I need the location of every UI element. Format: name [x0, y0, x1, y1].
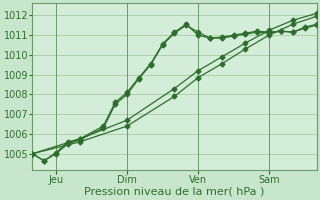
X-axis label: Pression niveau de la mer( hPa ): Pression niveau de la mer( hPa ): [84, 187, 265, 197]
